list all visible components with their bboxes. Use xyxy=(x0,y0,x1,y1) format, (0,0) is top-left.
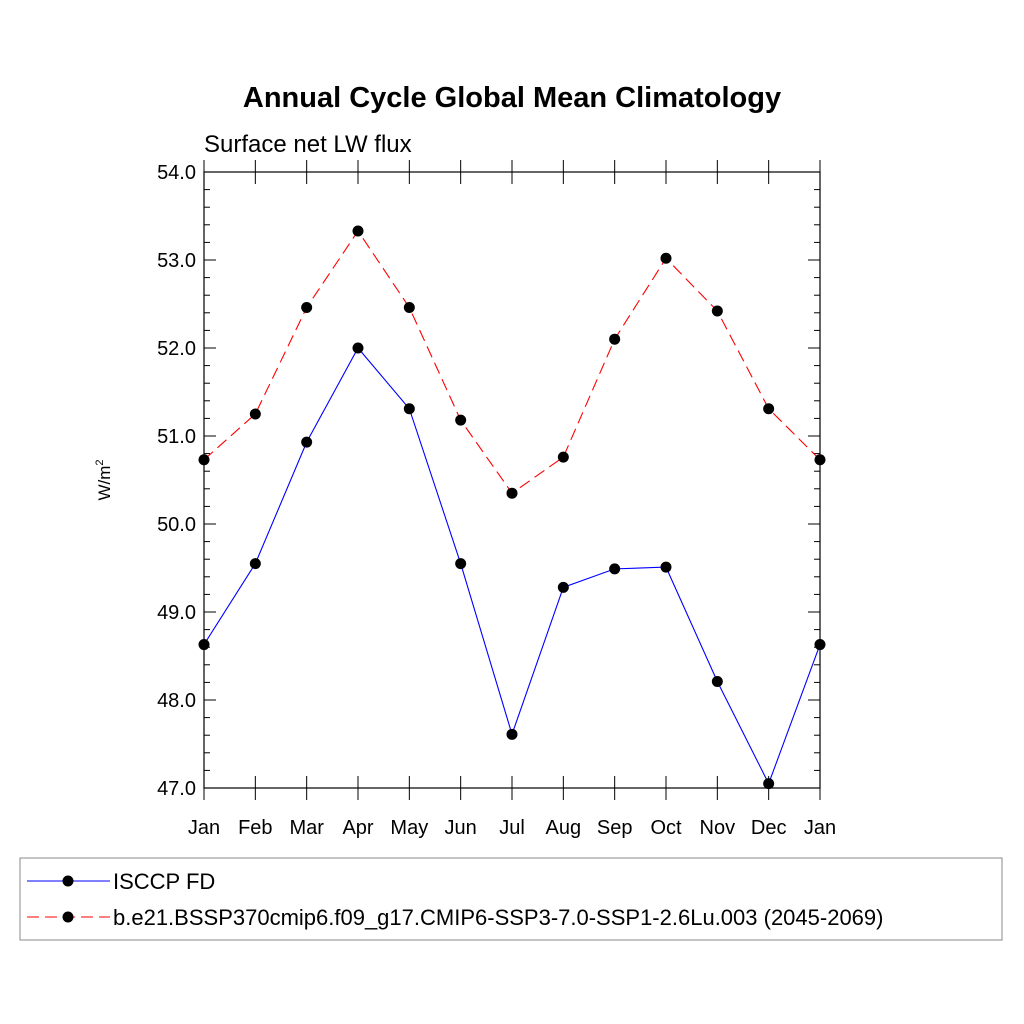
series-1-point xyxy=(660,252,672,264)
x-tick-label: Nov xyxy=(700,817,736,839)
x-tick-label: Apr xyxy=(342,817,373,839)
y-axis-label: W/m2 xyxy=(94,459,114,500)
x-tick-label: May xyxy=(390,817,428,839)
y-tick-label: 47.0 xyxy=(157,778,196,800)
x-tick-label: Aug xyxy=(546,817,582,839)
series-0-point xyxy=(763,778,775,790)
legend-label-1: b.e21.BSSP370cmip6.f09_g17.CMIP6-SSP3-7.… xyxy=(113,905,883,930)
series-line-1 xyxy=(203,229,821,494)
legend-label-0: ISCCP FD xyxy=(113,869,215,894)
plot-area: 47.0 48.0 49.0 50.0 51.0 52.0 53.0 54.0 Jan Feb M… xyxy=(157,160,836,839)
series-0-point xyxy=(249,558,261,570)
series-1-point xyxy=(403,302,415,314)
series-1-point xyxy=(609,333,621,345)
series-0-point xyxy=(455,558,467,570)
y-tick-label: 54.0 xyxy=(157,162,196,184)
chart-title: Annual Cycle Global Mean Climatology xyxy=(243,82,781,114)
series-0-point xyxy=(301,436,313,448)
legend-marker-1 xyxy=(62,911,74,923)
y-tick-label: 52.0 xyxy=(157,338,196,360)
y-tick-label: 51.0 xyxy=(157,426,196,448)
series-1-point xyxy=(301,302,313,314)
x-axis-ticks: Jan Feb Mar Apr May Jun Jul Aug Sep Oct Nov Dec Jan xyxy=(188,160,836,839)
series-1-point xyxy=(455,414,467,426)
series-line-0 xyxy=(203,347,821,785)
series-1-point xyxy=(763,403,775,415)
chart-subtitle: Surface net LW flux xyxy=(204,131,412,158)
series-0-point xyxy=(352,342,364,354)
y-tick-label: 48.0 xyxy=(157,690,196,712)
legend: ISCCP FD b.e21.BSSP370cmip6.f09_g17.CMIP6… xyxy=(19,857,1003,941)
series-1-point xyxy=(711,305,723,317)
x-tick-label: Feb xyxy=(238,817,272,839)
y-tick-label: 49.0 xyxy=(157,602,196,624)
y-axis-ticks: 47.0 48.0 49.0 50.0 51.0 52.0 53.0 54.0 xyxy=(157,162,820,800)
y-axis-label-text: W/m xyxy=(95,466,114,501)
legend-marker-0 xyxy=(62,875,74,887)
series-layer xyxy=(198,225,826,790)
series-0-point xyxy=(660,561,672,573)
legend-box xyxy=(19,857,1003,941)
x-tick-label: Jan xyxy=(188,817,220,839)
x-tick-label: Jun xyxy=(445,817,477,839)
series-1-point xyxy=(249,408,261,420)
x-tick-label: Oct xyxy=(650,817,682,839)
y-axis-label-superscript: 2 xyxy=(94,459,106,465)
x-tick-label: Mar xyxy=(289,817,324,839)
series-0-point xyxy=(609,563,621,575)
series-0-point xyxy=(557,581,569,593)
series-1-point xyxy=(352,225,364,237)
series-0-point xyxy=(711,676,723,688)
x-tick-label: Jul xyxy=(499,817,525,839)
x-tick-label: Dec xyxy=(751,817,787,839)
y-tick-label: 50.0 xyxy=(157,514,196,536)
plot-frame xyxy=(203,171,821,789)
x-tick-label: Sep xyxy=(597,817,633,839)
series-1-point xyxy=(506,487,518,499)
series-0-point xyxy=(506,728,518,740)
x-tick-label: Jan xyxy=(804,817,836,839)
y-tick-label: 53.0 xyxy=(157,250,196,272)
series-1-point xyxy=(557,451,569,463)
series-0-point xyxy=(403,403,415,415)
